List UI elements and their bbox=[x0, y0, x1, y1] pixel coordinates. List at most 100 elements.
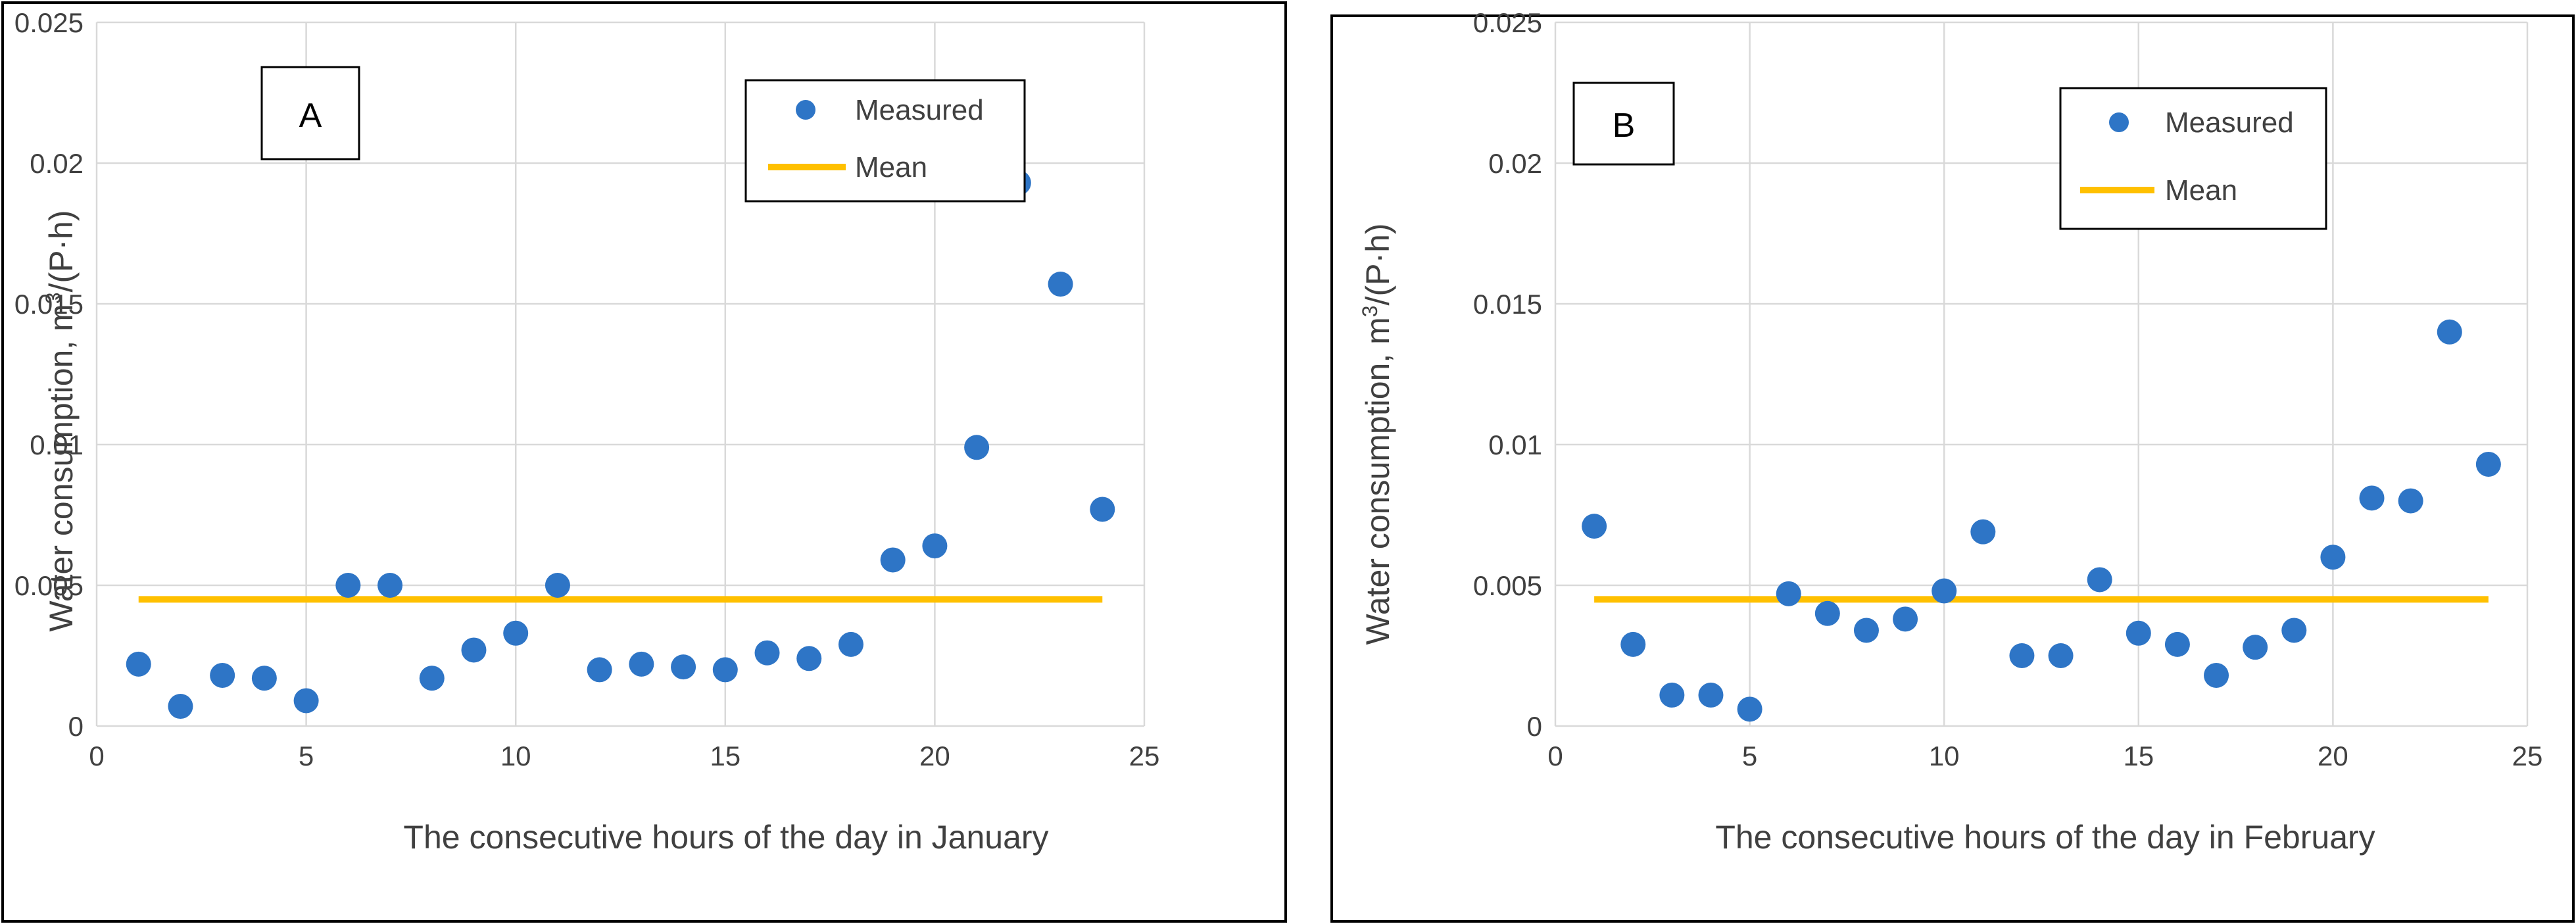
measured-point bbox=[2048, 643, 2074, 668]
measured-point bbox=[1698, 682, 1724, 708]
y-tick-label: 0.005 bbox=[1473, 570, 1542, 601]
measured-point bbox=[210, 662, 235, 688]
measured-point bbox=[922, 533, 948, 559]
panel-a-legend-marker-measured bbox=[796, 100, 815, 120]
x-tick-label: 25 bbox=[2512, 741, 2543, 771]
measured-point bbox=[796, 646, 822, 671]
panel-a-border bbox=[1, 1, 1287, 923]
measured-point bbox=[880, 547, 906, 573]
panel-b-legend: Measured Mean bbox=[2059, 87, 2327, 230]
panel-b-legend-label-measured: Measured bbox=[2165, 107, 2294, 139]
measured-point bbox=[1090, 497, 1115, 522]
measured-point bbox=[629, 651, 654, 677]
panel-a-legend: Measured Mean bbox=[744, 79, 1026, 203]
panel-a-legend-label-measured: Measured bbox=[855, 94, 984, 126]
panel-b-legend-marker-measured bbox=[2109, 112, 2129, 132]
panel-b: 0 0.005 0.01 0.015 0.02 0.025 0 5 10 15 20 25 Wate… bbox=[1330, 7, 2575, 923]
panel-a-legend-frame bbox=[744, 79, 1026, 203]
measured-point bbox=[1659, 682, 1685, 708]
measured-point bbox=[1932, 578, 1957, 604]
x-tick-label: 20 bbox=[2318, 741, 2348, 771]
panel-a-label-frame bbox=[260, 66, 360, 160]
measured-point bbox=[335, 573, 361, 598]
panel-b-y-tick-labels: 0 0.005 0.01 0.015 0.02 0.025 bbox=[1473, 7, 1542, 742]
measured-point bbox=[419, 666, 445, 691]
measured-point bbox=[587, 657, 612, 683]
measured-point bbox=[503, 620, 529, 646]
y-tick-label: 0.005 bbox=[14, 570, 84, 601]
panel-b-label: B bbox=[1613, 107, 1636, 145]
panel-b-label-frame bbox=[1572, 82, 1675, 166]
y-tick-label: 0.015 bbox=[1473, 289, 1542, 320]
measured-point bbox=[1853, 618, 1879, 643]
measured-point bbox=[1776, 581, 1801, 606]
measured-point bbox=[671, 654, 696, 680]
measured-point bbox=[2204, 662, 2229, 688]
measured-point bbox=[293, 688, 319, 714]
panel-a-label-box: A bbox=[260, 66, 360, 160]
y-tick-label: 0.01 bbox=[1488, 429, 1542, 460]
measured-point bbox=[2359, 485, 2385, 511]
measured-point bbox=[126, 651, 151, 677]
panel-a-x-axis-title: The consecutive hours of the day in Janu… bbox=[403, 819, 1048, 856]
measured-point bbox=[251, 666, 277, 691]
panel-a-measured-points bbox=[126, 170, 1115, 719]
y-tick-label: 0.025 bbox=[14, 7, 84, 38]
measured-point bbox=[2281, 618, 2307, 643]
panel-a-legend-label-mean: Mean bbox=[855, 151, 927, 183]
x-tick-label: 25 bbox=[1129, 741, 1160, 771]
measured-point bbox=[2475, 451, 2501, 477]
measured-point bbox=[2320, 545, 2346, 570]
measured-point bbox=[1893, 606, 1918, 632]
measured-point bbox=[1048, 272, 1073, 297]
panel-a-x-tick-labels: 0 5 10 15 20 25 bbox=[89, 741, 1159, 771]
y-tick-label: 0 bbox=[68, 711, 84, 742]
x-tick-label: 15 bbox=[2123, 741, 2154, 771]
panel-b-x-tick-labels: 0 5 10 15 20 25 bbox=[1547, 741, 2542, 771]
x-tick-label: 5 bbox=[299, 741, 314, 771]
measured-point bbox=[1737, 696, 1762, 722]
panel-a-y-axis-title: Water consumption, m3/(P·h) bbox=[41, 210, 80, 631]
measured-point bbox=[838, 631, 863, 657]
y-tick-label: 0.02 bbox=[1488, 148, 1542, 179]
measured-point bbox=[1814, 600, 1840, 626]
measured-point bbox=[964, 435, 990, 460]
panel-b-x-axis-title: The consecutive hours of the day in Febr… bbox=[1715, 819, 2375, 856]
panel-b-border bbox=[1330, 14, 2575, 923]
measured-point bbox=[712, 657, 738, 683]
measured-point bbox=[168, 694, 193, 719]
x-tick-label: 0 bbox=[1547, 741, 1563, 771]
panel-b-y-axis-title: Water consumption, m3/(P·h) bbox=[1358, 223, 1396, 644]
measured-point bbox=[2437, 319, 2462, 345]
measured-point bbox=[2009, 643, 2035, 668]
measured-point bbox=[1620, 631, 1646, 657]
x-tick-label: 10 bbox=[500, 741, 531, 771]
x-tick-label: 10 bbox=[1929, 741, 1960, 771]
panel-b-legend-frame bbox=[2059, 87, 2327, 230]
panel-a: 0 0.005 0.01 0.015 0.02 0.025 0 5 10 15 20 25 Wate… bbox=[1, 1, 1287, 923]
y-tick-label: 0.02 bbox=[30, 148, 84, 179]
y-tick-label: 0 bbox=[1527, 711, 1542, 742]
x-tick-label: 20 bbox=[919, 741, 950, 771]
panel-b-measured-points bbox=[1582, 319, 2501, 722]
measured-point bbox=[2164, 631, 2190, 657]
panel-b-label-box: B bbox=[1572, 82, 1675, 166]
y-tick-label: 0.025 bbox=[1473, 7, 1542, 38]
measured-point bbox=[461, 637, 487, 663]
x-tick-label: 5 bbox=[1742, 741, 1757, 771]
measured-point bbox=[2087, 567, 2112, 593]
panel-b-legend-label-mean: Mean bbox=[2165, 174, 2237, 207]
measured-point bbox=[2126, 620, 2151, 646]
y-tick-label: 0.01 bbox=[30, 429, 84, 460]
panel-a-y-tick-labels: 0 0.005 0.01 0.015 0.02 0.025 bbox=[14, 7, 84, 742]
measured-point bbox=[1582, 514, 1607, 539]
measured-point bbox=[2243, 635, 2268, 660]
measured-point bbox=[1970, 519, 1996, 545]
measured-point bbox=[754, 640, 780, 666]
panel-a-label: A bbox=[299, 97, 322, 135]
x-tick-label: 15 bbox=[710, 741, 741, 771]
x-tick-label: 0 bbox=[89, 741, 104, 771]
measured-point bbox=[2398, 488, 2423, 514]
measured-point bbox=[545, 573, 570, 598]
